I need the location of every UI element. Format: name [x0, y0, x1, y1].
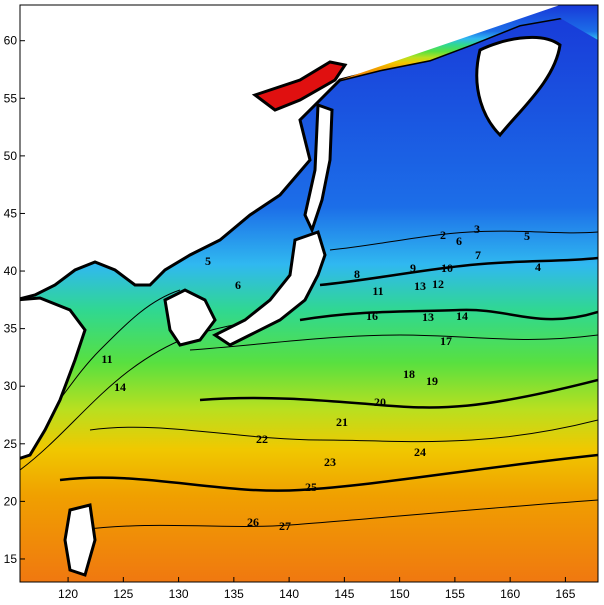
contour-label: 5 [205, 254, 211, 268]
contour-label: 25 [305, 480, 317, 494]
x-tick-label: 130 [169, 587, 189, 601]
y-tick-label: 45 [4, 206, 18, 220]
contour-label: 6 [456, 234, 462, 248]
contour-label: 4 [535, 260, 541, 274]
x-tick-label: 155 [445, 587, 465, 601]
contour-label: 17 [440, 334, 452, 348]
contour-label: 26 [247, 515, 259, 529]
contour-label: 21 [336, 415, 348, 429]
y-tick-label: 20 [4, 494, 18, 508]
x-tick-label: 140 [279, 587, 299, 601]
contour-label: 11 [372, 284, 383, 298]
y-tick-label: 60 [4, 34, 18, 48]
y-tick-label: 30 [4, 379, 18, 393]
contour-label: 27 [279, 519, 291, 533]
contour-label: 3 [474, 222, 480, 236]
frame [19, 4, 599, 583]
contours [20, 230, 598, 531]
x-tick-label: 145 [334, 587, 354, 601]
x-tick-label: 165 [555, 587, 575, 601]
y-tick-label: 35 [4, 322, 18, 336]
contour-label: 22 [256, 432, 268, 446]
axes: 120 125 130 135 140 145 150 155 160 1651520253035… [4, 34, 576, 601]
contour-label: 7 [475, 248, 481, 262]
y-tick-label: 40 [4, 264, 18, 278]
contour-label: 11 [101, 352, 112, 366]
y-tick-label: 50 [4, 149, 18, 163]
land [20, 5, 598, 577]
contour-label: 13 [422, 310, 434, 324]
contour-label: 24 [414, 445, 426, 459]
contour-label: 8 [354, 267, 360, 281]
y-tick-label: 25 [4, 437, 18, 451]
x-tick-label: 120 [58, 587, 78, 601]
y-tick-label: 55 [4, 91, 18, 105]
x-tick-label: 160 [500, 587, 520, 601]
contour-label: 5 [524, 229, 530, 243]
contour-label: 13 [414, 279, 426, 293]
contour-label: 10 [441, 261, 453, 275]
contour-label: 18 [403, 367, 415, 381]
x-tick-label: 135 [224, 587, 244, 601]
contour-label: 14 [114, 380, 126, 394]
contour-label: 23 [324, 455, 336, 469]
contour-label: 20 [374, 395, 386, 409]
contour-label: 9 [410, 261, 416, 275]
contour-label: 19 [426, 374, 438, 388]
contour-label: 14 [456, 309, 468, 323]
contour-label: 12 [432, 277, 444, 291]
x-tick-label: 125 [113, 587, 133, 601]
x-tick-label: 150 [390, 587, 410, 601]
contour-label: 16 [366, 309, 378, 323]
y-tick-label: 15 [4, 552, 18, 566]
contour-label: 6 [235, 278, 241, 292]
contour-label: 2 [440, 228, 446, 242]
